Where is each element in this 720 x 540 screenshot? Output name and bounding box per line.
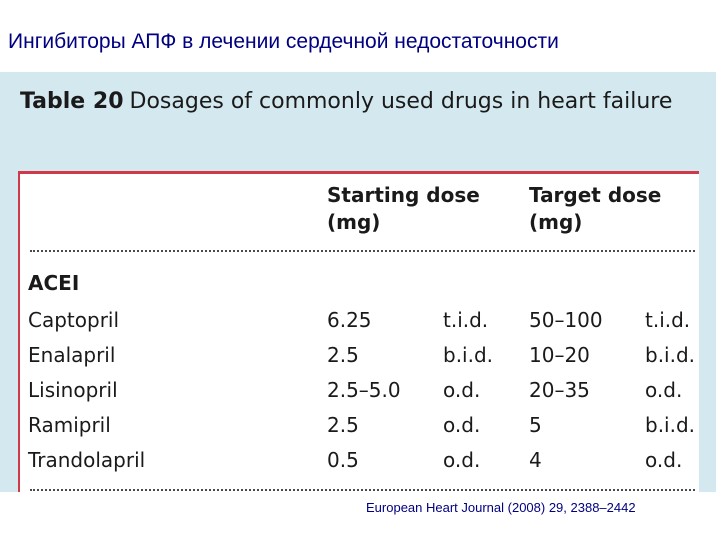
starting-dose: 2.5–5.0 <box>327 378 401 402</box>
citation-footer: European Heart Journal (2008) 29, 2388–2… <box>366 500 636 515</box>
drug-name: Captopril <box>28 308 120 332</box>
target-dose: 4 <box>529 448 542 472</box>
starting-frequency: o.d. <box>443 378 481 402</box>
starting-frequency: t.i.d. <box>443 308 489 332</box>
starting-frequency: o.d. <box>443 448 481 472</box>
table-heading: Table 20 Dosages of commonly used drugs i… <box>20 86 700 117</box>
header-target-dose-line1: Target dose <box>529 183 662 207</box>
header-starting-dose-line2: (mg) <box>327 210 381 234</box>
header-starting-dose-line1: Starting dose <box>327 183 480 207</box>
starting-dose: 2.5 <box>327 413 359 437</box>
target-frequency: b.i.d. <box>645 343 696 367</box>
dosage-table: Starting dose (mg) Target dose (mg) ACEI… <box>18 171 699 492</box>
drug-name: Lisinopril <box>28 378 118 402</box>
target-dose: 5 <box>529 413 542 437</box>
header-target-dose-line2: (mg) <box>529 210 583 234</box>
table-caption: Dosages of commonly used drugs in heart … <box>129 89 673 114</box>
header-divider <box>30 250 695 252</box>
header-starting-dose: Starting dose (mg) <box>327 182 480 236</box>
drug-name: Trandolapril <box>28 448 146 472</box>
drug-name: Ramipril <box>28 413 111 437</box>
footer-divider <box>30 489 695 491</box>
target-dose: 50–100 <box>529 308 603 332</box>
target-frequency: t.i.d. <box>645 308 691 332</box>
starting-dose: 6.25 <box>327 308 372 332</box>
target-frequency: b.i.d. <box>645 413 696 437</box>
target-dose: 20–35 <box>529 378 590 402</box>
table-number: Table 20 <box>20 89 124 114</box>
target-frequency: o.d. <box>645 448 683 472</box>
target-frequency: o.d. <box>645 378 683 402</box>
section-label-acei: ACEI <box>28 271 80 295</box>
target-dose: 10–20 <box>529 343 590 367</box>
starting-dose: 2.5 <box>327 343 359 367</box>
drug-name: Enalapril <box>28 343 116 367</box>
slide-title: Ингибиторы АПФ в лечении сердечной недос… <box>8 30 559 53</box>
header-target-dose: Target dose (mg) <box>529 182 661 236</box>
starting-dose: 0.5 <box>327 448 359 472</box>
starting-frequency: o.d. <box>443 413 481 437</box>
starting-frequency: b.i.d. <box>443 343 494 367</box>
